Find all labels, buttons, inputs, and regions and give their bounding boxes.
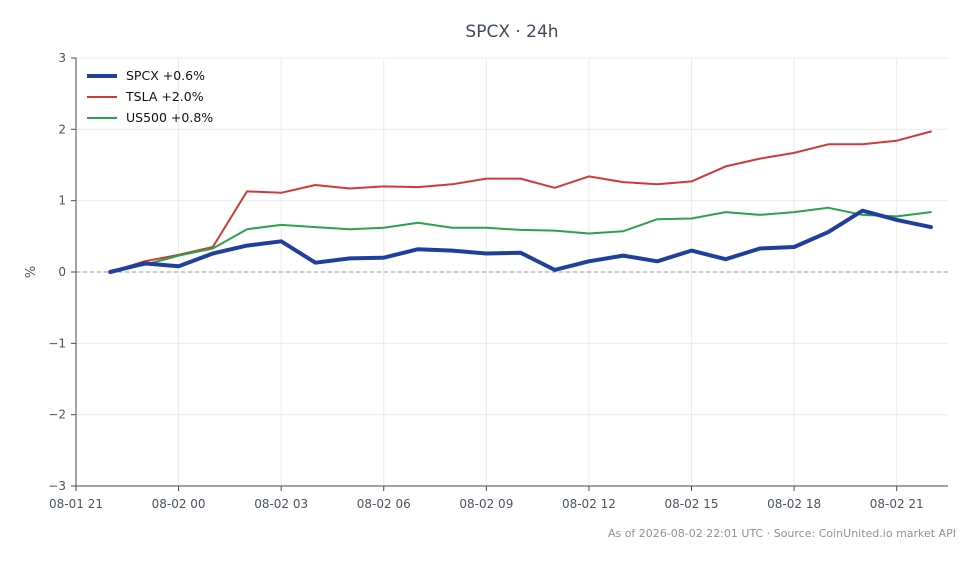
x-tick-label: 08-02 06 [357, 497, 411, 511]
y-tick-label: 1 [58, 194, 66, 208]
series-line-2 [109, 206, 932, 273]
y-tick-label: −1 [48, 336, 66, 350]
legend-label-2: US500 +0.8% [126, 110, 213, 125]
legend: SPCX +0.6% TSLA +2.0% US500 +0.8% [87, 68, 213, 125]
y-tick-labels: 3 2 1 0 −1 −2 −3 [48, 51, 76, 493]
y-axis-label: % [24, 266, 39, 278]
y-tick-label: −3 [48, 479, 66, 493]
series-lines [108, 130, 933, 274]
x-tick-label: 08-02 09 [459, 497, 513, 511]
x-tick-labels: 08-01 21 08-02 00 08-02 03 08-02 06 08-02 09… [49, 486, 924, 511]
x-tick-label: 08-02 18 [767, 497, 821, 511]
y-tick-label: 2 [58, 122, 66, 136]
source-footer: As of 2026-08-02 22:01 UTC · Source: Coi… [608, 527, 956, 540]
x-tick-label: 08-01 21 [49, 497, 103, 511]
series-line-1 [109, 130, 932, 273]
x-tick-label: 08-02 00 [152, 497, 206, 511]
x-tick-label: 08-02 21 [870, 497, 924, 511]
y-tick-label: −2 [48, 408, 66, 422]
x-tick-label: 08-02 03 [254, 497, 308, 511]
x-tick-label: 08-02 15 [665, 497, 719, 511]
series-line-0 [108, 208, 933, 274]
chart-title: SPCX · 24h [465, 22, 558, 42]
y-tick-label: 3 [58, 51, 66, 65]
legend-label-0: SPCX +0.6% [126, 68, 205, 83]
x-tick-label: 08-02 12 [562, 497, 616, 511]
legend-label-1: TSLA +2.0% [125, 89, 204, 104]
y-tick-label: 0 [58, 265, 66, 279]
